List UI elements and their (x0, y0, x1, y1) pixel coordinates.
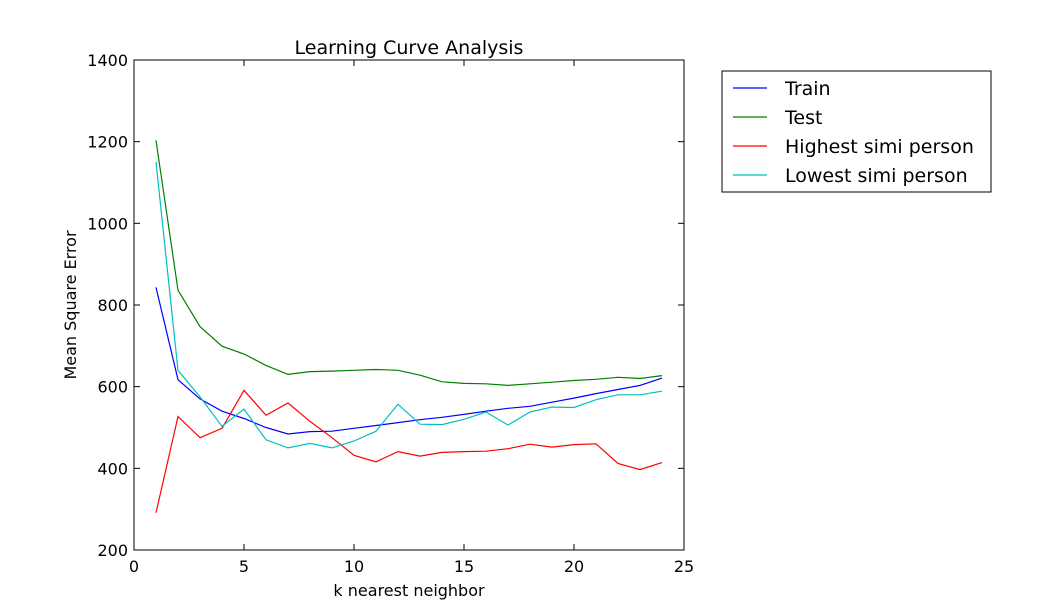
series-line-3 (155, 162, 663, 449)
legend: Train Test Highest simi person Lowest simi … (721, 70, 992, 193)
chart-title: Learning Curve Analysis (295, 37, 524, 59)
y-tick-label: 200 (97, 541, 128, 560)
legend-label: Lowest simi person (785, 165, 968, 187)
y-tick-label: 1000 (87, 214, 128, 233)
plot-marks (155, 140, 663, 513)
x-tick-label: 25 (674, 557, 694, 576)
x-tick-label: 10 (344, 557, 364, 576)
legend-label: Test (784, 107, 822, 129)
series-line-0 (155, 287, 663, 435)
y-tick-label: 400 (97, 459, 128, 478)
y-tick-label: 1200 (87, 133, 128, 152)
legend-label: Train (784, 78, 831, 100)
axis-ticks: 0 5 10 15 20 25 200 400 600 800 1000 1200 1400 (87, 51, 694, 576)
legend-label: Highest simi person (785, 136, 974, 158)
y-axis-label: Mean Square Error (61, 230, 80, 380)
x-tick-label: 15 (454, 557, 474, 576)
y-tick-label: 600 (97, 378, 128, 397)
x-tick-label: 0 (129, 557, 139, 576)
series-line-1 (155, 140, 663, 387)
x-tick-label: 5 (239, 557, 249, 576)
y-tick-label: 1400 (87, 51, 128, 70)
series-line-2 (155, 389, 663, 513)
y-tick-label: 800 (97, 296, 128, 315)
x-axis-label: k nearest neighbor (333, 581, 485, 600)
plot-area-frame (133, 59, 685, 551)
x-tick-label: 20 (564, 557, 584, 576)
legend-box (721, 70, 992, 193)
